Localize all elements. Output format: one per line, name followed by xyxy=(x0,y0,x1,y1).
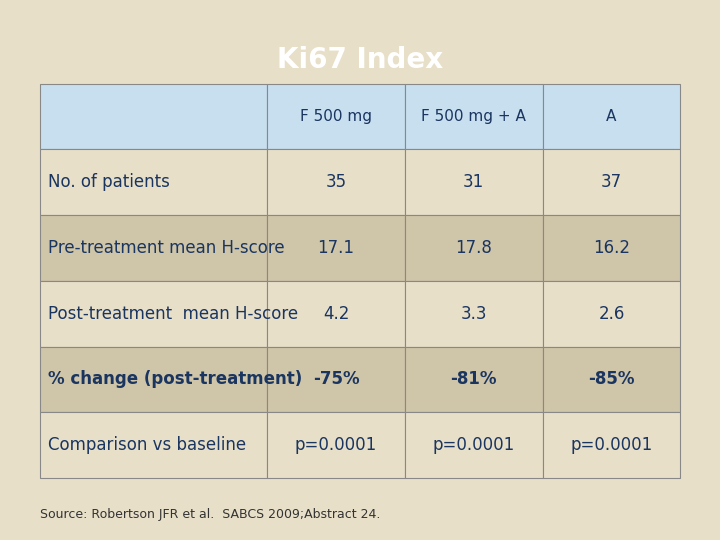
Text: p=0.0001: p=0.0001 xyxy=(570,436,652,454)
Text: Source: Robertson JFR et al.  SABCS 2009;Abstract 24.: Source: Robertson JFR et al. SABCS 2009;… xyxy=(40,508,380,521)
Text: Pre-treatment mean H-score: Pre-treatment mean H-score xyxy=(48,239,285,257)
Text: 35: 35 xyxy=(325,173,346,191)
Text: 17.8: 17.8 xyxy=(455,239,492,257)
Text: % change (post-treatment): % change (post-treatment) xyxy=(48,370,302,388)
Text: p=0.0001: p=0.0001 xyxy=(295,436,377,454)
Text: Ki67 Index: Ki67 Index xyxy=(277,46,443,74)
Text: 37: 37 xyxy=(601,173,622,191)
Text: Post-treatment  mean H-score: Post-treatment mean H-score xyxy=(48,305,298,322)
Text: 31: 31 xyxy=(463,173,485,191)
Text: -75%: -75% xyxy=(312,370,359,388)
Text: 17.1: 17.1 xyxy=(318,239,354,257)
Text: 3.3: 3.3 xyxy=(461,305,487,322)
Text: -81%: -81% xyxy=(451,370,497,388)
Text: 2.6: 2.6 xyxy=(598,305,625,322)
Text: p=0.0001: p=0.0001 xyxy=(433,436,515,454)
Text: 4.2: 4.2 xyxy=(323,305,349,322)
Text: No. of patients: No. of patients xyxy=(48,173,170,191)
Text: -85%: -85% xyxy=(588,370,635,388)
Text: A: A xyxy=(606,109,617,124)
Text: F 500 mg: F 500 mg xyxy=(300,109,372,124)
Text: Comparison vs baseline: Comparison vs baseline xyxy=(48,436,246,454)
Text: 16.2: 16.2 xyxy=(593,239,630,257)
Text: F 500 mg + A: F 500 mg + A xyxy=(421,109,526,124)
